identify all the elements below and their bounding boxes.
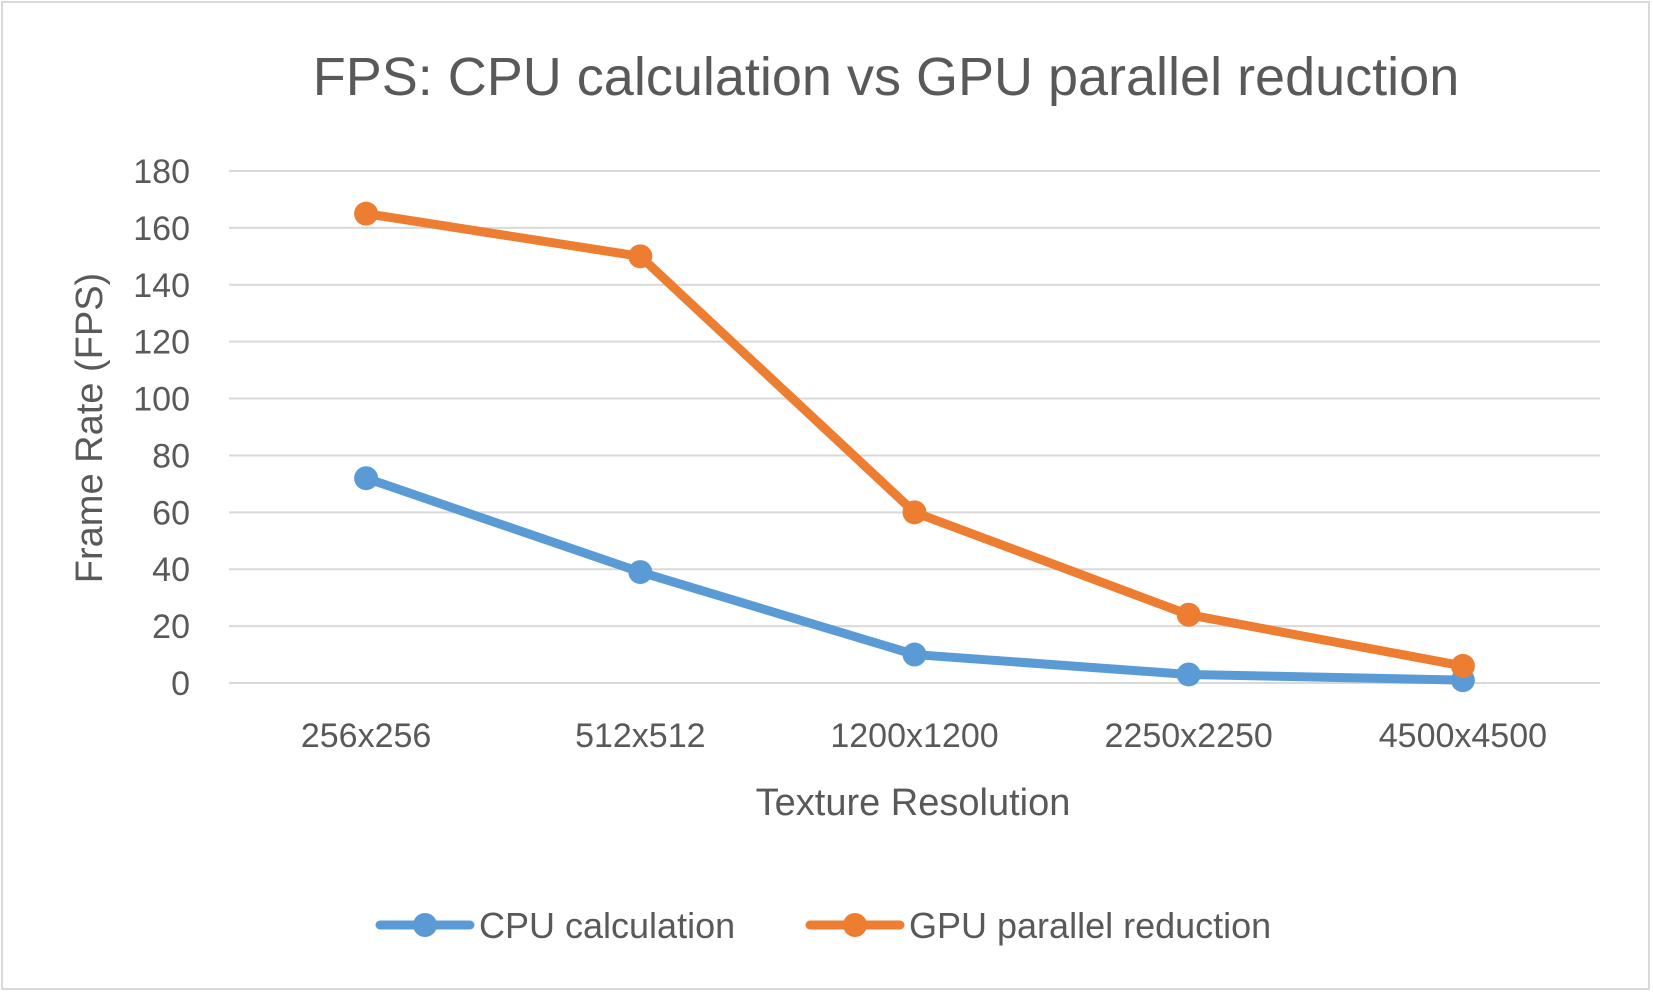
data-point <box>628 560 653 585</box>
legend: CPU calculation GPU parallel reduction <box>375 905 1271 946</box>
legend-swatch-marker <box>413 913 437 937</box>
y-tick-label: 180 <box>133 153 190 191</box>
y-tick-label: 120 <box>133 324 190 362</box>
y-tick-label: 160 <box>133 210 190 248</box>
x-tick-label: 512x512 <box>575 717 705 755</box>
y-tick-label: 40 <box>152 551 190 589</box>
x-tick-label: 256x256 <box>301 717 431 755</box>
data-point <box>1176 602 1201 627</box>
series-line <box>361 209 1468 671</box>
legend-label: CPU calculation <box>479 905 735 946</box>
data-point <box>354 201 379 226</box>
legend-item: CPU calculation <box>375 905 735 946</box>
chart-title: FPS: CPU calculation vs GPU parallel red… <box>313 47 1459 107</box>
y-axis-ticks: 0 20 40 60 80 100 120 140 160 180 <box>133 153 190 703</box>
data-point <box>628 244 653 269</box>
series-1 <box>354 201 1475 678</box>
legend-swatch-marker <box>843 913 867 937</box>
series-lines <box>354 201 1475 693</box>
y-tick-label: 0 <box>171 665 190 703</box>
y-tick-label: 140 <box>133 267 190 305</box>
legend-label: GPU parallel reduction <box>909 905 1271 946</box>
x-axis-ticks: 256x256 512x512 1200x1200 2250x2250 4500x450… <box>301 717 1547 755</box>
x-tick-label: 1200x1200 <box>830 717 998 755</box>
y-tick-label: 100 <box>133 381 190 419</box>
x-tick-label: 2250x2250 <box>1105 717 1273 755</box>
data-point <box>902 500 927 525</box>
legend-item: GPU parallel reduction <box>805 905 1271 946</box>
y-tick-label: 60 <box>152 494 190 532</box>
x-axis-title: Texture Resolution <box>756 782 1071 824</box>
y-tick-label: 80 <box>152 437 190 475</box>
x-tick-label: 4500x4500 <box>1379 717 1547 755</box>
y-axis-title: Frame Rate (FPS) <box>69 273 111 583</box>
gridlines <box>229 170 1600 684</box>
data-point <box>1176 662 1201 687</box>
data-point <box>902 642 927 667</box>
y-tick-label: 20 <box>152 608 190 646</box>
data-point <box>354 466 379 491</box>
series-0 <box>354 466 1475 693</box>
data-point <box>1450 653 1475 678</box>
